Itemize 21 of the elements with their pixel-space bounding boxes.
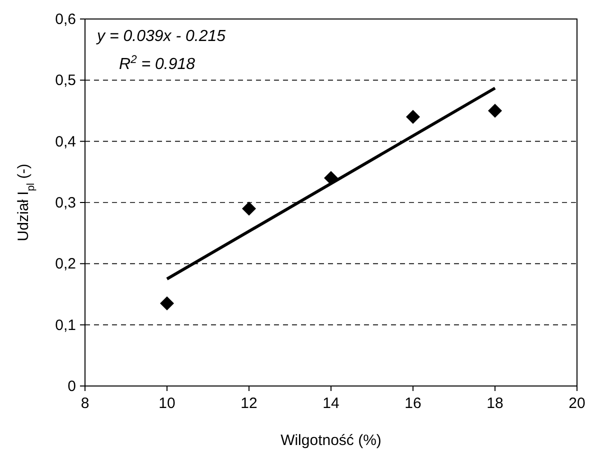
- x-tick-label: 14: [322, 395, 340, 412]
- point: [488, 104, 502, 118]
- y-tick-label: 0: [68, 378, 76, 395]
- x-tick-label: 12: [240, 395, 258, 412]
- point: [242, 202, 256, 216]
- x-tick-label: 10: [158, 395, 176, 412]
- y-tick-label: 0,3: [55, 194, 76, 212]
- point: [406, 110, 420, 124]
- x-axis-title: Wilgotność (%): [280, 432, 382, 449]
- x-tick-label: 18: [486, 395, 504, 412]
- x-tick-label: 16: [404, 395, 422, 412]
- point: [160, 296, 174, 310]
- annotation: y = 0.039x - 0.215: [96, 28, 226, 45]
- x-tick-label: 8: [80, 395, 90, 412]
- y-tick-label: 0,2: [55, 256, 76, 273]
- y-tick-label: 0,4: [55, 133, 76, 150]
- x-tick-label: 20: [568, 395, 586, 412]
- y-tick-label: 0,6: [55, 11, 76, 28]
- annotation: R$^{2}$ = 0.918: [119, 54, 196, 73]
- y-tick-label: 0,1: [55, 316, 76, 334]
- y-tick-label: 0,5: [55, 72, 76, 90]
